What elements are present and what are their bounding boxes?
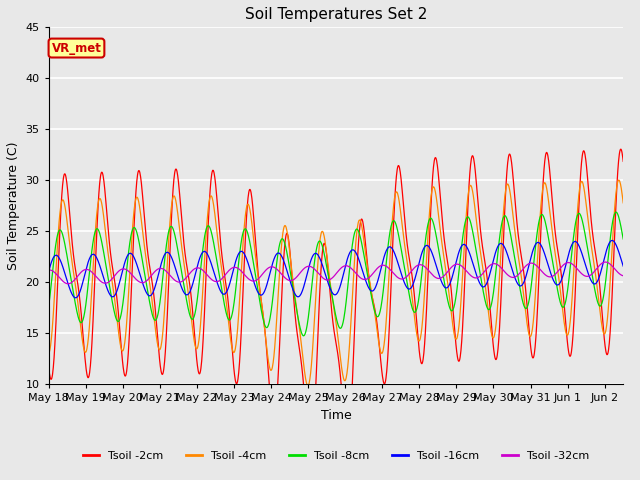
Text: VR_met: VR_met bbox=[52, 42, 101, 55]
Tsoil -4cm bbox=[211, 208, 218, 214]
Tsoil -16cm bbox=[72, 295, 79, 300]
Tsoil -2cm bbox=[263, 346, 271, 352]
Tsoil -16cm bbox=[543, 260, 551, 266]
Tsoil -32cm bbox=[159, 266, 167, 272]
Tsoil -8cm bbox=[300, 333, 307, 339]
Tsoil -32cm bbox=[45, 267, 52, 273]
Tsoil -8cm bbox=[543, 230, 551, 236]
Tsoil -32cm bbox=[480, 270, 488, 276]
Tsoil -2cm bbox=[45, 364, 52, 370]
Tsoil -8cm bbox=[211, 244, 218, 250]
Tsoil -16cm bbox=[211, 272, 219, 278]
Tsoil -16cm bbox=[159, 255, 167, 261]
Tsoil -32cm bbox=[602, 259, 609, 265]
Tsoil -32cm bbox=[620, 273, 627, 278]
Tsoil -16cm bbox=[148, 291, 156, 297]
Tsoil -8cm bbox=[612, 209, 620, 215]
Tsoil -4cm bbox=[543, 191, 551, 196]
Line: Tsoil -8cm: Tsoil -8cm bbox=[49, 212, 623, 336]
Tsoil -8cm bbox=[148, 310, 156, 315]
Tsoil -16cm bbox=[45, 269, 52, 275]
Tsoil -2cm bbox=[211, 172, 218, 178]
Line: Tsoil -2cm: Tsoil -2cm bbox=[49, 149, 623, 451]
Tsoil -32cm bbox=[543, 274, 551, 279]
Tsoil -4cm bbox=[480, 271, 488, 277]
Tsoil -8cm bbox=[480, 291, 488, 297]
Tsoil -16cm bbox=[263, 281, 271, 287]
Tsoil -4cm bbox=[159, 331, 166, 337]
Tsoil -16cm bbox=[608, 238, 616, 243]
Tsoil -4cm bbox=[263, 344, 271, 349]
Y-axis label: Soil Temperature (C): Soil Temperature (C) bbox=[7, 142, 20, 270]
Line: Tsoil -4cm: Tsoil -4cm bbox=[49, 180, 623, 386]
Tsoil -8cm bbox=[159, 276, 166, 282]
Tsoil -32cm bbox=[64, 281, 72, 287]
Tsoil -32cm bbox=[148, 272, 156, 277]
Tsoil -8cm bbox=[263, 325, 271, 331]
Tsoil -32cm bbox=[263, 266, 271, 272]
Tsoil -4cm bbox=[45, 351, 52, 357]
Tsoil -16cm bbox=[480, 284, 488, 290]
Tsoil -4cm bbox=[304, 383, 312, 389]
Tsoil -2cm bbox=[617, 146, 625, 152]
Tsoil -4cm bbox=[148, 296, 156, 302]
Tsoil -4cm bbox=[615, 177, 623, 183]
Tsoil -32cm bbox=[211, 278, 219, 284]
Tsoil -8cm bbox=[620, 236, 627, 242]
Line: Tsoil -16cm: Tsoil -16cm bbox=[49, 240, 623, 298]
Line: Tsoil -32cm: Tsoil -32cm bbox=[49, 262, 623, 284]
Tsoil -2cm bbox=[620, 158, 627, 164]
Title: Soil Temperatures Set 2: Soil Temperatures Set 2 bbox=[244, 7, 427, 22]
Tsoil -2cm bbox=[543, 151, 551, 157]
X-axis label: Time: Time bbox=[321, 408, 351, 421]
Tsoil -2cm bbox=[148, 277, 156, 283]
Tsoil -4cm bbox=[620, 200, 627, 206]
Legend: Tsoil -2cm, Tsoil -4cm, Tsoil -8cm, Tsoil -16cm, Tsoil -32cm: Tsoil -2cm, Tsoil -4cm, Tsoil -8cm, Tsoi… bbox=[78, 446, 594, 466]
Tsoil -2cm bbox=[159, 372, 166, 377]
Tsoil -2cm bbox=[307, 448, 314, 454]
Tsoil -16cm bbox=[620, 263, 627, 269]
Tsoil -8cm bbox=[45, 304, 52, 310]
Tsoil -2cm bbox=[480, 252, 488, 258]
